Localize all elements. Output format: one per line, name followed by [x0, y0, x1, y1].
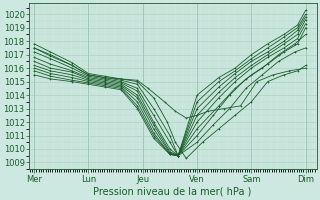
X-axis label: Pression niveau de la mer( hPa ): Pression niveau de la mer( hPa )	[93, 187, 252, 197]
